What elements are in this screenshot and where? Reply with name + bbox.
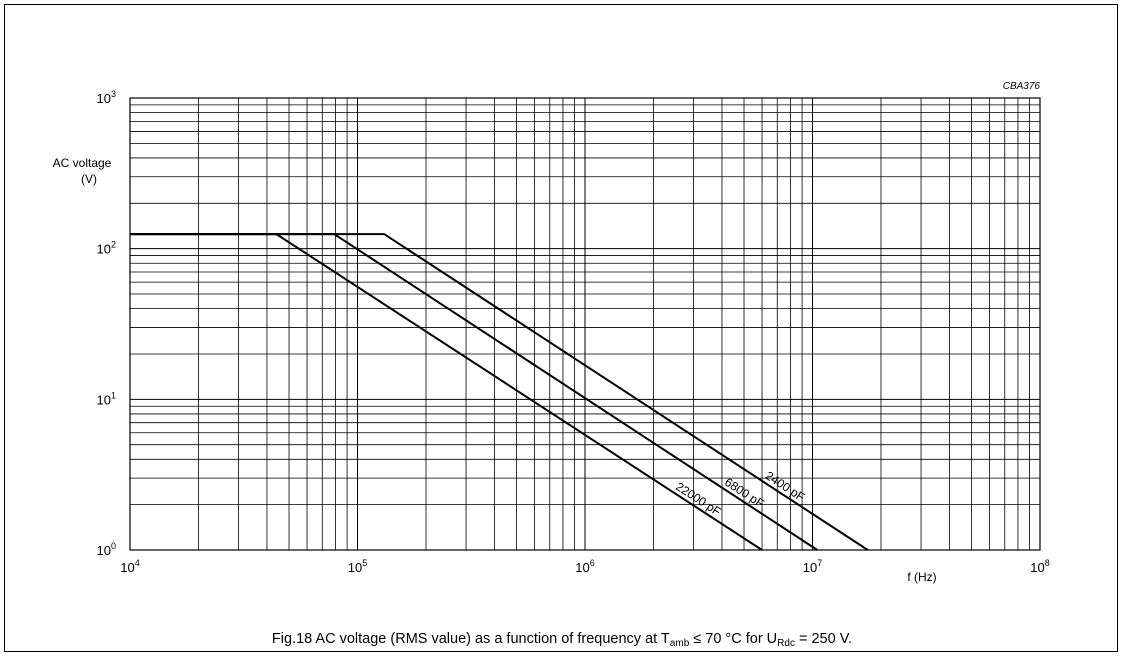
x-axis-label: f (Hz) <box>907 570 936 584</box>
caption-subscript-rdc: Rdc <box>777 638 795 649</box>
x-tick-label: 107 <box>803 558 822 575</box>
plot-border <box>129 97 1041 551</box>
series-label: 22000 pF <box>673 479 723 518</box>
figure-code: CBA376 <box>1003 81 1041 92</box>
caption-middle: ≤ 70 °C for U <box>689 631 778 647</box>
series-line-22000-pf <box>130 233 763 551</box>
x-tick-label: 104 <box>120 558 139 575</box>
y-tick-label: 102 <box>97 240 116 257</box>
y-axis-label-line-2: (V) <box>81 172 97 186</box>
figure-caption: Fig.18 AC voltage (RMS value) as a funct… <box>0 631 1124 649</box>
figure-frame <box>4 4 1118 652</box>
caption-subscript-amb: amb <box>669 638 690 649</box>
chart-grid <box>129 97 1041 551</box>
x-tick-label: 105 <box>348 558 367 575</box>
y-axis-label-line-1: AC voltage <box>53 156 112 170</box>
y-tick-label: 101 <box>97 390 116 407</box>
y-tick-label: 103 <box>97 89 116 106</box>
y-tick-label: 100 <box>97 541 116 558</box>
chart-tick-labels: 104 105 106 107 108 100 101 102 103 <box>97 89 1050 575</box>
x-tick-label: 106 <box>575 558 594 575</box>
caption-suffix: = 250 V. <box>794 631 853 647</box>
caption-prefix: Fig.18 AC voltage (RMS value) as a funct… <box>271 631 670 647</box>
x-tick-label: 108 <box>1030 558 1049 575</box>
